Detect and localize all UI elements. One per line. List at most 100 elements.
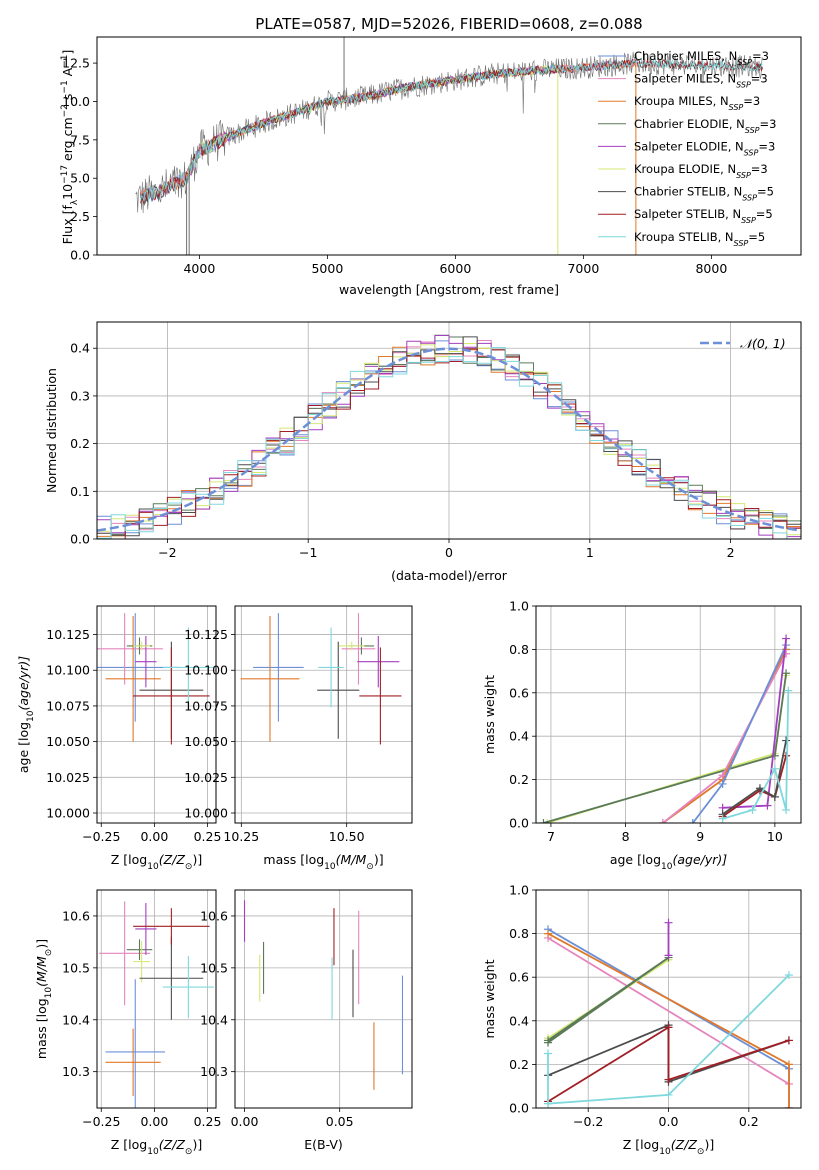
mass-vs-Z-xlabel: Z [log10(Z/Z⊙)] bbox=[111, 1137, 202, 1157]
mass-vs-EBV-frame bbox=[234, 889, 413, 1109]
mass-vs-EBV-points bbox=[243, 900, 404, 1090]
age-vs-Z-ytick-label: 10.050 bbox=[46, 734, 90, 749]
age-vs-mass-ytick-label: 10.075 bbox=[184, 698, 228, 713]
age-vs-Z-ytick-label: 10.125 bbox=[46, 627, 90, 642]
age-vs-Z-points bbox=[97, 613, 214, 745]
residuals-panel: −2 −1 0 1 2 0.0 0.1 0.2 0.3 0.4 (data-model)/error… bbox=[44, 321, 802, 583]
residuals-frame bbox=[96, 321, 802, 540]
chabrier_stelib-spectrum-line bbox=[140, 59, 763, 205]
age-vs-Z-ytick-label: 10.100 bbox=[46, 663, 90, 678]
kroupa_stelib-spectrum-line bbox=[140, 58, 763, 203]
age-vs-mass-errorbar-salpeter_miles bbox=[341, 613, 376, 685]
weight-vs-Z-xlabel: Z [log10(Z/Z⊙)] bbox=[623, 1137, 714, 1157]
weight-vs-age-marker-chabrier_elodie bbox=[782, 669, 791, 678]
mass-vs-Z-errorbar-salpeter_miles bbox=[99, 901, 151, 1006]
age-vs-mass-xlabel: mass [log10(M/M⊙)] bbox=[263, 852, 383, 872]
age-vs-mass-errorbar-kroupa_elodie bbox=[339, 641, 365, 651]
spectrum-ytick-label: 2.5 bbox=[70, 209, 90, 224]
weight-vs-age-line-chabrier_stelib bbox=[722, 740, 787, 816]
weight-vs-Z-ytick-label: 0.0 bbox=[509, 1101, 529, 1116]
spectrum-ytick-label: 12.5 bbox=[62, 56, 90, 71]
weight-vs-Z-marker-salpeter_elodie bbox=[664, 951, 673, 960]
age-vs-Z-ylabel: age [log10(age/yr)] bbox=[16, 656, 36, 773]
weight-vs-Z-marker-salpeter_stelib bbox=[664, 1023, 673, 1032]
weight-vs-Z-marker-salpeter_elodie bbox=[664, 918, 673, 927]
weight-vs-age-xtick-label: 9 bbox=[696, 829, 704, 844]
residuals-ytick-label: 0.2 bbox=[70, 436, 90, 451]
figure-title: PLATE=0587, MJD=52026, FIBERID=0608, z=0… bbox=[255, 15, 642, 33]
age-vs-Z-xlabel: Z [log10(Z/Z⊙)] bbox=[111, 852, 202, 872]
mass-vs-Z-ytick-label: 10.6 bbox=[62, 908, 90, 923]
mass-vs-EBV-ytick-label: 10.4 bbox=[200, 1012, 228, 1027]
weight-vs-Z-xtick-label: −0.2 bbox=[573, 1114, 603, 1129]
spectrum-xtick-label: 6000 bbox=[439, 261, 471, 276]
residuals-ytick-label: 0.0 bbox=[70, 532, 90, 547]
age-vs-mass-errorbar-chabrier_miles bbox=[253, 613, 304, 722]
mass-vs-Z-errorbar-chabrier_stelib bbox=[139, 936, 204, 1020]
mass-vs-Z-frame bbox=[96, 889, 217, 1109]
age-vs-mass-errorbar-kroupa_stelib bbox=[318, 627, 344, 708]
weight-vs-Z-ytick-label: 0.8 bbox=[509, 926, 529, 941]
age-vs-Z-xtick-label: 0.25 bbox=[194, 829, 222, 844]
mass-vs-Z-ytick-label: 10.4 bbox=[62, 1012, 90, 1027]
age-vs-Z-ytick-label: 10.075 bbox=[46, 698, 90, 713]
age-vs-mass-frame bbox=[234, 605, 413, 824]
legend-label-salpeter_stelib: Salpeter STELIB, NSSP=5 bbox=[634, 207, 773, 225]
age-vs-mass-xtick-label: 10.50 bbox=[329, 829, 365, 844]
spectrum-panel: 4000 5000 6000 7000 8000 0.0 2.5 5.0 7.5 10.0 12.5… bbox=[60, 36, 802, 297]
weight-vs-age-marker-chabrier_miles bbox=[688, 819, 697, 823]
age-vs-mass-ytick-label: 10.000 bbox=[184, 806, 228, 821]
weight-vs-age-marker-kroupa_stelib bbox=[748, 805, 757, 814]
weight-vs-Z-ytick-label: 0.4 bbox=[509, 1013, 529, 1028]
mass-vs-Z-ytick-label: 10.5 bbox=[62, 960, 90, 975]
weight-vs-Z-marker-salpeter_stelib bbox=[664, 1075, 673, 1084]
gaussian-curve bbox=[97, 347, 801, 532]
mass-vs-Z-errorbar-chabrier_miles bbox=[105, 979, 165, 1108]
weight-vs-Z-line-salpeter_stelib bbox=[547, 1025, 790, 1103]
mass-vs-EBV-ytick-label: 10.6 bbox=[200, 908, 228, 923]
weight-vs-Z-marker-kroupa_miles bbox=[784, 1060, 793, 1069]
weight-vs-age-marker-chabrier_elodie bbox=[539, 819, 548, 823]
weight-vs-age-xlabel: age [log10(age/yr)] bbox=[610, 852, 727, 872]
mass-vs-Z-ylabel: mass [log10(M/M⊙)] bbox=[34, 939, 54, 1059]
weight-vs-age-marker-kroupa_stelib bbox=[784, 686, 793, 695]
weight-vs-age-marker-salpeter_elodie bbox=[782, 634, 791, 643]
age-vs-Z-ytick-label: 10.025 bbox=[46, 770, 90, 785]
weight-vs-age-ytick-label: 0.4 bbox=[509, 729, 529, 744]
weight-vs-age-line-kroupa_elodie bbox=[546, 675, 787, 823]
residuals-xlabel: (data-model)/error bbox=[391, 568, 508, 583]
legend-label-kroupa_miles: Kroupa MILES, NSSP=3 bbox=[634, 94, 760, 112]
mass-vs-Z-errorbar-kroupa_stelib bbox=[162, 955, 214, 1019]
age-vs-mass-errorbar-salpeter_elodie bbox=[357, 635, 400, 688]
residual-hist-kroupa_stelib bbox=[97, 347, 801, 539]
age-vs-mass-points bbox=[240, 613, 402, 745]
mass-vs-Z-xtick-label: 0.25 bbox=[194, 1114, 222, 1129]
weight-vs-age-panel: 7 8 9 10 0.0 0.2 0.4 0.6 0.8 1.0 age [log10(age/yr… bbox=[482, 599, 802, 872]
residuals-ytick-label: 0.4 bbox=[70, 341, 90, 356]
legend-label-salpeter_miles: Salpeter MILES, NSSP=3 bbox=[634, 72, 768, 90]
mass-vs-EBV-xtick-label: 0.05 bbox=[326, 1114, 354, 1129]
kroupa_elodie-spectrum-line bbox=[186, 63, 558, 180]
weight-vs-Z-marker-kroupa_stelib bbox=[544, 1049, 553, 1058]
weight-vs-Z-panel: −0.2 0.0 0.2 0.0 0.2 0.4 0.6 0.8 1.0 Z [log10(Z/Z… bbox=[482, 883, 802, 1157]
spectrum-ytick-label: 7.5 bbox=[70, 132, 90, 147]
weight-vs-Z-marker-kroupa_miles bbox=[784, 1104, 793, 1108]
residuals-ylabel: Normed distribution bbox=[44, 368, 59, 493]
spectrum-ytick-label: 10.0 bbox=[62, 94, 90, 109]
age-vs-Z-errorbar-salpeter_stelib bbox=[133, 647, 210, 745]
weight-vs-Z-ylabel: mass weight bbox=[482, 959, 497, 1038]
mass-vs-Z-errorbar-kroupa_miles bbox=[105, 1028, 161, 1097]
mass-vs-Z-errorbar-chabrier_elodie bbox=[126, 939, 153, 961]
weight-vs-Z-marker-kroupa_stelib bbox=[664, 1090, 673, 1099]
weight-vs-age-marker-chabrier_stelib bbox=[755, 784, 764, 793]
weight-vs-age-marker-kroupa_stelib bbox=[770, 764, 779, 773]
mass-vs-EBV-ytick-label: 10.5 bbox=[200, 960, 228, 975]
spectrum-xtick-label: 8000 bbox=[695, 261, 727, 276]
chabrier_miles-spectrum-line bbox=[140, 59, 637, 204]
mass-vs-EBV-xlabel: E(B-V) bbox=[304, 1137, 343, 1152]
legend-label-chabrier_miles: Chabrier MILES, NSSP=3 bbox=[634, 49, 769, 67]
age-vs-Z-xtick-label: 0.00 bbox=[140, 829, 168, 844]
residuals-xtick-label: −1 bbox=[299, 545, 317, 560]
weight-vs-age-marker-salpeter_miles bbox=[658, 819, 667, 823]
mass-vs-Z-panel: −0.25 0.00 0.25 10.3 10.4 10.5 10.6 Z [log10(Z/… bbox=[34, 889, 222, 1157]
